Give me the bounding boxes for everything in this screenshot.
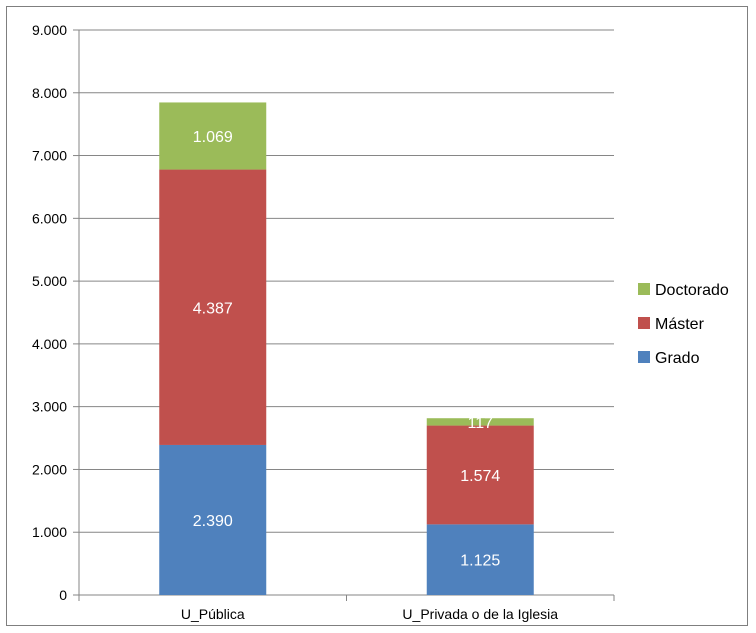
x-category-label: U_Privada o de la Iglesia — [402, 606, 558, 622]
legend-swatch — [638, 351, 650, 363]
y-tick-label: 7.000 — [32, 148, 67, 164]
chart-area — [6, 6, 748, 626]
y-tick-label: 0 — [59, 587, 67, 603]
data-label: 1.069 — [193, 129, 233, 146]
bar-m-ster — [159, 169, 267, 445]
y-tick-label: 2.000 — [32, 461, 67, 477]
legend-swatch — [638, 317, 650, 329]
data-label: 117 — [467, 415, 493, 432]
bar-grado — [159, 444, 267, 595]
bar-m-ster — [426, 425, 534, 525]
bar-grado — [426, 524, 534, 595]
y-tick-label: 6.000 — [32, 210, 67, 226]
y-tick-label: 4.000 — [32, 336, 67, 352]
y-tick-label: 9.000 — [32, 22, 67, 38]
bar-doctorado — [159, 102, 267, 170]
data-label: 4.387 — [193, 300, 233, 317]
y-tick-label: 8.000 — [32, 85, 67, 101]
data-label: 2.390 — [193, 513, 233, 530]
data-label: 1.574 — [460, 468, 500, 485]
y-tick-label: 5.000 — [32, 273, 67, 289]
y-tick-label: 3.000 — [32, 399, 67, 415]
legend-label: Grado — [655, 350, 700, 367]
legend-label: Máster — [655, 316, 705, 333]
bar-doctorado — [426, 418, 534, 426]
y-tick-label: 1.000 — [32, 524, 67, 540]
data-label: 1.125 — [460, 553, 500, 570]
x-category-label: U_Pública — [181, 606, 245, 622]
legend-swatch — [638, 283, 650, 295]
legend-label: Doctorado — [655, 282, 729, 299]
